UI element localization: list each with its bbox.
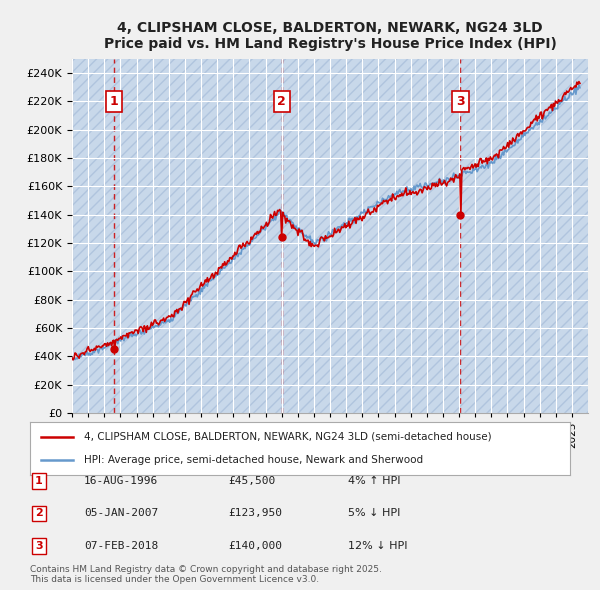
Text: £45,500: £45,500	[228, 476, 275, 486]
Title: 4, CLIPSHAM CLOSE, BALDERTON, NEWARK, NG24 3LD
Price paid vs. HM Land Registry's: 4, CLIPSHAM CLOSE, BALDERTON, NEWARK, NG…	[104, 21, 556, 51]
Text: 1: 1	[35, 476, 43, 486]
Text: 1: 1	[110, 95, 119, 108]
Text: 2: 2	[35, 509, 43, 518]
Text: Contains HM Land Registry data © Crown copyright and database right 2025.
This d: Contains HM Land Registry data © Crown c…	[30, 565, 382, 584]
Text: 3: 3	[35, 541, 43, 550]
Text: 2: 2	[277, 95, 286, 108]
Text: 3: 3	[456, 95, 465, 108]
Text: 5% ↓ HPI: 5% ↓ HPI	[348, 509, 400, 518]
Text: £123,950: £123,950	[228, 509, 282, 518]
Text: 05-JAN-2007: 05-JAN-2007	[84, 509, 158, 518]
Text: 12% ↓ HPI: 12% ↓ HPI	[348, 541, 407, 550]
Text: 4% ↑ HPI: 4% ↑ HPI	[348, 476, 401, 486]
Text: 4, CLIPSHAM CLOSE, BALDERTON, NEWARK, NG24 3LD (semi-detached house): 4, CLIPSHAM CLOSE, BALDERTON, NEWARK, NG…	[84, 432, 491, 442]
Text: £140,000: £140,000	[228, 541, 282, 550]
Text: HPI: Average price, semi-detached house, Newark and Sherwood: HPI: Average price, semi-detached house,…	[84, 455, 423, 465]
Text: 07-FEB-2018: 07-FEB-2018	[84, 541, 158, 550]
Text: 16-AUG-1996: 16-AUG-1996	[84, 476, 158, 486]
